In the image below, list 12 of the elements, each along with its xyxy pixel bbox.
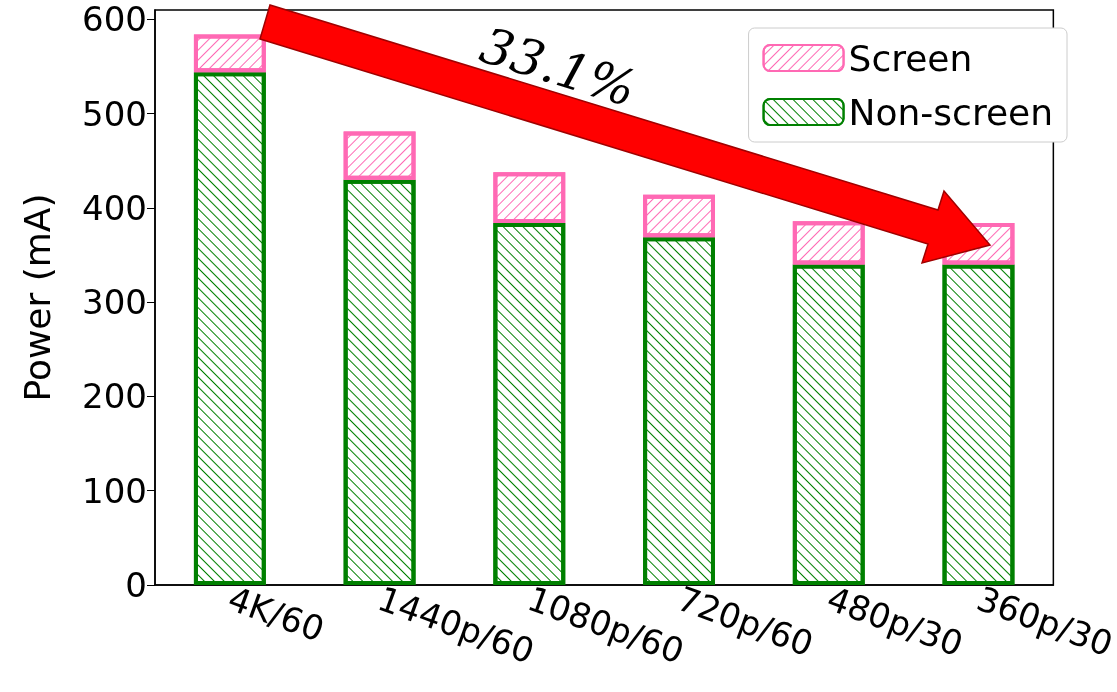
y-tick-label: 100 [82, 470, 147, 511]
legend-label: Non-screen [848, 91, 1053, 133]
y-tick-label: 600 [82, 0, 147, 40]
y-tick-label: 400 [82, 187, 147, 228]
annotation: 33.1% [473, 16, 643, 119]
y-axis-title: Power (mA) [16, 193, 58, 402]
y-tick-label: 300 [82, 282, 147, 323]
x-tick-label: 4K/60 [223, 578, 330, 650]
y-tick-label: 500 [82, 93, 147, 134]
y-tick-label: 200 [82, 376, 147, 417]
legend-label: Screen [848, 37, 973, 79]
y-tick-label: 0 [125, 565, 147, 605]
